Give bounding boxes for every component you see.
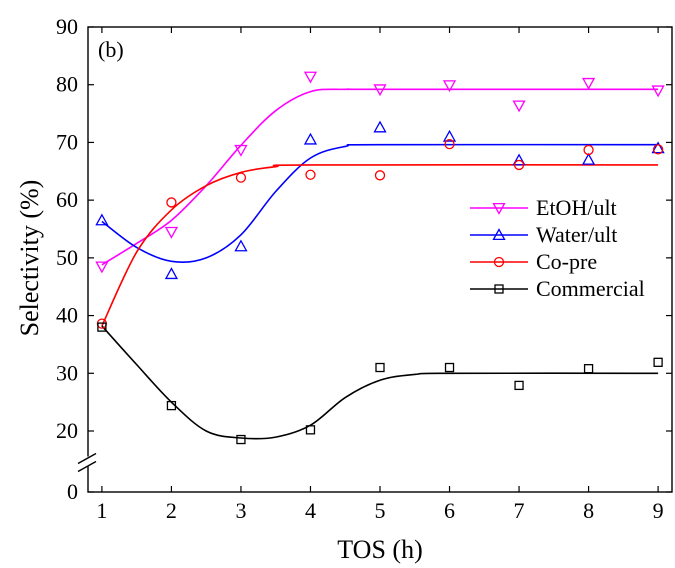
y-tick-label: 0: [67, 479, 78, 504]
legend-marker-water-ult: [492, 228, 506, 241]
x-tick-label: 4: [305, 498, 316, 523]
point-commercial: [375, 362, 385, 373]
legend-label-co-pre: Co-pre: [536, 249, 597, 274]
axis-break-mark: [77, 460, 97, 473]
point-co-pre: [305, 169, 316, 180]
data-markers: [95, 71, 665, 445]
y-tick-label: 50: [56, 245, 78, 270]
point-commercial: [514, 380, 524, 391]
axis-break-mark: [77, 452, 97, 465]
x-tick-label: 8: [583, 498, 594, 523]
legend-marker-commercial: [494, 284, 504, 294]
point-water-ult: [95, 213, 109, 226]
axis-break: [77, 452, 97, 473]
legend-marker-etoh-ult: [492, 202, 506, 215]
x-tick-label: 2: [166, 498, 177, 523]
y-tick-label: 40: [56, 303, 78, 328]
x-tick-label: 1: [96, 498, 107, 523]
point-co-pre: [444, 139, 455, 150]
x-tick-label: 3: [235, 498, 246, 523]
point-co-pre: [235, 172, 247, 183]
point-water-ult: [512, 153, 526, 166]
y-axis-title: Selectivity (%): [15, 180, 44, 337]
x-tick-label: 5: [375, 498, 386, 523]
point-co-pre: [652, 144, 664, 155]
point-commercial: [166, 400, 177, 411]
point-water-ult: [651, 141, 665, 154]
legend-label-commercial: Commercial: [536, 276, 645, 301]
point-water-ult: [234, 239, 248, 252]
point-commercial: [97, 322, 107, 332]
fit-curve-co-pre: [101, 164, 659, 327]
fit-curve-water-ult: [101, 143, 659, 263]
x-tick-label: 9: [653, 498, 664, 523]
point-etoh-ult: [442, 80, 457, 93]
y-tick-label: 80: [56, 72, 78, 97]
legend-label-water-ult: Water/ult: [536, 222, 617, 247]
point-commercial: [305, 425, 316, 435]
point-water-ult: [581, 152, 596, 165]
x-tick-label: 7: [514, 498, 525, 523]
point-co-pre: [374, 170, 386, 181]
point-commercial: [583, 364, 594, 374]
point-commercial: [653, 357, 663, 367]
point-co-pre: [513, 159, 525, 171]
point-etoh-ult: [581, 77, 596, 90]
point-etoh-ult: [512, 100, 526, 113]
axis-break-gap: [85, 456, 91, 467]
point-commercial: [444, 362, 455, 373]
point-commercial: [236, 434, 246, 445]
point-etoh-ult: [234, 144, 248, 157]
point-water-ult: [303, 132, 318, 145]
point-etoh-ult: [95, 261, 109, 274]
point-etoh-ult: [164, 226, 179, 239]
y-tick-label: 90: [56, 14, 78, 39]
point-co-pre: [583, 144, 594, 156]
y-tick-label: 70: [56, 129, 78, 154]
panel-label: (b): [98, 37, 124, 62]
point-water-ult: [442, 129, 457, 142]
y-tick-label: 20: [56, 418, 78, 443]
y-tick-label: 30: [56, 360, 78, 385]
legend-label-etoh-ult: EtOH/ult: [536, 195, 617, 220]
point-etoh-ult: [651, 85, 665, 98]
x-tick-label: 6: [444, 498, 455, 523]
point-water-ult: [373, 120, 387, 133]
fit-curve-commercial: [101, 325, 659, 440]
point-etoh-ult: [303, 71, 318, 84]
x-axis-title: TOS (h): [337, 535, 422, 564]
point-co-pre: [166, 197, 177, 208]
point-water-ult: [164, 267, 179, 280]
y-tick-label: 60: [56, 187, 78, 212]
legend-marker-co-pre: [493, 256, 505, 268]
fit-curve-etoh-ult: [101, 88, 659, 266]
point-etoh-ult: [373, 84, 387, 97]
